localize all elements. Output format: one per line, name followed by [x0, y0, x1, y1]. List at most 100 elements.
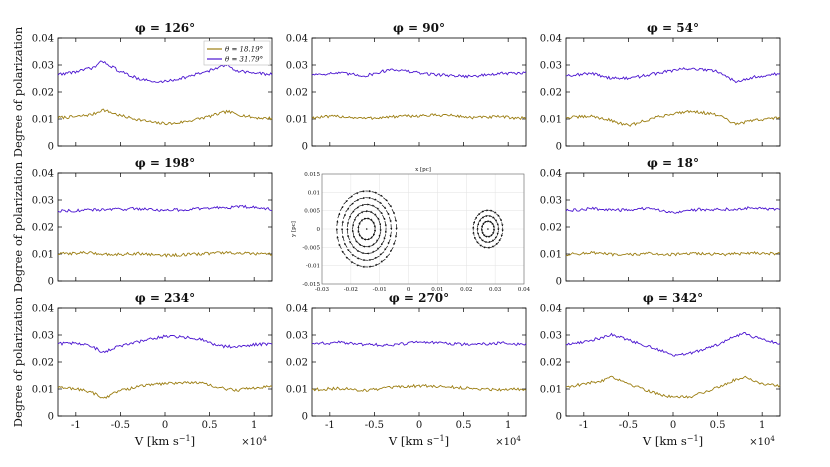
series-line-theta-18: [565, 250, 781, 257]
y-tick-label: 0.03: [32, 196, 54, 207]
velocity-arrow: [345, 256, 351, 261]
panel-title: φ = 342°: [643, 291, 703, 305]
velocity-arrow: [381, 204, 387, 209]
velocity-arrow: [476, 222, 480, 228]
velocity-arrow: [359, 197, 366, 200]
velocity-arrow: [367, 217, 373, 221]
velocity-arrow: [499, 217, 502, 222]
velocity-arrow: [336, 235, 339, 242]
velocity-arrow: [377, 193, 383, 197]
velocity-arrow: [361, 252, 368, 255]
y-tick-label: 0.03: [540, 331, 562, 342]
velocity-arrow: [481, 239, 486, 243]
plot-frame: [311, 307, 527, 417]
inset-y-tick-label: -0.015: [302, 282, 320, 288]
x-tick-label: 0: [670, 420, 676, 431]
velocity-arrow: [351, 223, 355, 230]
y-tick-label: 0.04: [32, 34, 54, 45]
y-tick-label: 0.04: [540, 34, 562, 45]
velocity-arrow: [378, 220, 382, 226]
y-tick-label: 0.04: [286, 34, 308, 45]
velocity-arrow: [347, 195, 354, 200]
inset-x-tick-label: 0: [407, 287, 411, 293]
y-tick-label: 0: [556, 277, 562, 288]
y-tick-label: 0.02: [540, 358, 562, 369]
x-tick-label: 0.5: [456, 420, 472, 431]
y-tick-label: 0: [556, 142, 562, 153]
series-line-theta-31: [311, 68, 527, 79]
velocity-arrow: [491, 238, 496, 242]
velocity-arrow: [339, 205, 344, 211]
velocity-arrow: [375, 215, 380, 221]
y-tick-label: 0.02: [286, 88, 308, 99]
velocity-arrow: [487, 240, 493, 243]
x-tick-label: 1: [251, 420, 257, 431]
panel-title: φ = 270°: [389, 291, 449, 305]
x-tick-label: 0.5: [710, 420, 726, 431]
velocity-arrow: [376, 200, 383, 204]
velocity-arrow: [356, 257, 363, 260]
x-tick-label: 0: [416, 420, 422, 431]
velocity-arrow: [372, 222, 376, 228]
disk-center: [365, 228, 368, 230]
velocity-arrow: [345, 207, 350, 213]
velocity-arrow: [380, 240, 385, 246]
y-tick-label: 0: [48, 412, 54, 423]
y-tick-label: 0.01: [32, 115, 54, 126]
x-tick-label: -0.5: [111, 420, 130, 431]
y-tick-label: 0.02: [540, 223, 562, 234]
series-line-theta-18: [311, 383, 527, 393]
x-tick-label: -1: [325, 420, 335, 431]
y-tick-label: 0.03: [540, 196, 562, 207]
legend-box: [203, 40, 271, 66]
velocity-arrow: [373, 206, 380, 210]
disk-secondary: [472, 209, 504, 249]
velocity-arrow: [394, 216, 397, 223]
velocity-arrow: [477, 231, 480, 237]
velocity-arrow: [354, 206, 360, 211]
velocity-arrow: [488, 209, 493, 212]
x-tick-label: -1: [579, 420, 589, 431]
velocity-arrow: [358, 244, 365, 247]
velocity-arrow: [387, 202, 392, 208]
velocity-arrow: [357, 222, 361, 228]
y-axis-label: Degree of polarization: [11, 296, 25, 427]
inset-x-tick-label: 0.01: [431, 287, 443, 293]
velocity-arrow: [358, 234, 364, 239]
y-tick-label: 0: [556, 412, 562, 423]
velocity-arrow: [383, 197, 388, 202]
y-tick-label: 0.02: [286, 358, 308, 369]
velocity-arrow: [376, 245, 382, 250]
inset-y-tick-label: 0.015: [304, 172, 320, 178]
velocity-arrow: [372, 230, 376, 236]
velocity-arrow: [336, 220, 339, 226]
y-tick-label: 0.03: [286, 61, 308, 72]
velocity-arrow: [370, 219, 375, 224]
velocity-arrow: [383, 234, 387, 240]
velocity-arrow: [376, 236, 380, 243]
legend-entry: θ = 31.79°: [225, 56, 263, 64]
y-axis-label: Degree of polarization: [11, 161, 25, 292]
plot-frame: [57, 172, 273, 282]
plot-frame: [57, 307, 273, 417]
velocity-arrow: [387, 238, 391, 245]
series-line-theta-31: [565, 67, 781, 84]
velocity-arrow: [352, 235, 357, 241]
x-tick-label: -0.5: [619, 420, 638, 431]
velocity-arrow: [356, 250, 363, 253]
velocity-arrow: [492, 223, 495, 229]
y-tick-label: 0.03: [540, 61, 562, 72]
y-tick-label: 0: [48, 277, 54, 288]
velocity-arrow: [368, 265, 375, 268]
velocity-arrow: [473, 236, 477, 241]
inset-y-tick-label: -0.005: [302, 245, 320, 251]
series-line-theta-31: [57, 334, 273, 354]
y-tick-label: 0.01: [32, 385, 54, 396]
velocity-arrow: [366, 252, 373, 255]
velocity-arrow: [343, 200, 348, 205]
inset-x-tick-label: 0.04: [518, 287, 531, 293]
velocity-arrow: [500, 232, 503, 238]
velocity-arrow: [338, 243, 342, 249]
velocity-arrow: [385, 210, 390, 216]
velocity-arrow: [378, 209, 383, 215]
